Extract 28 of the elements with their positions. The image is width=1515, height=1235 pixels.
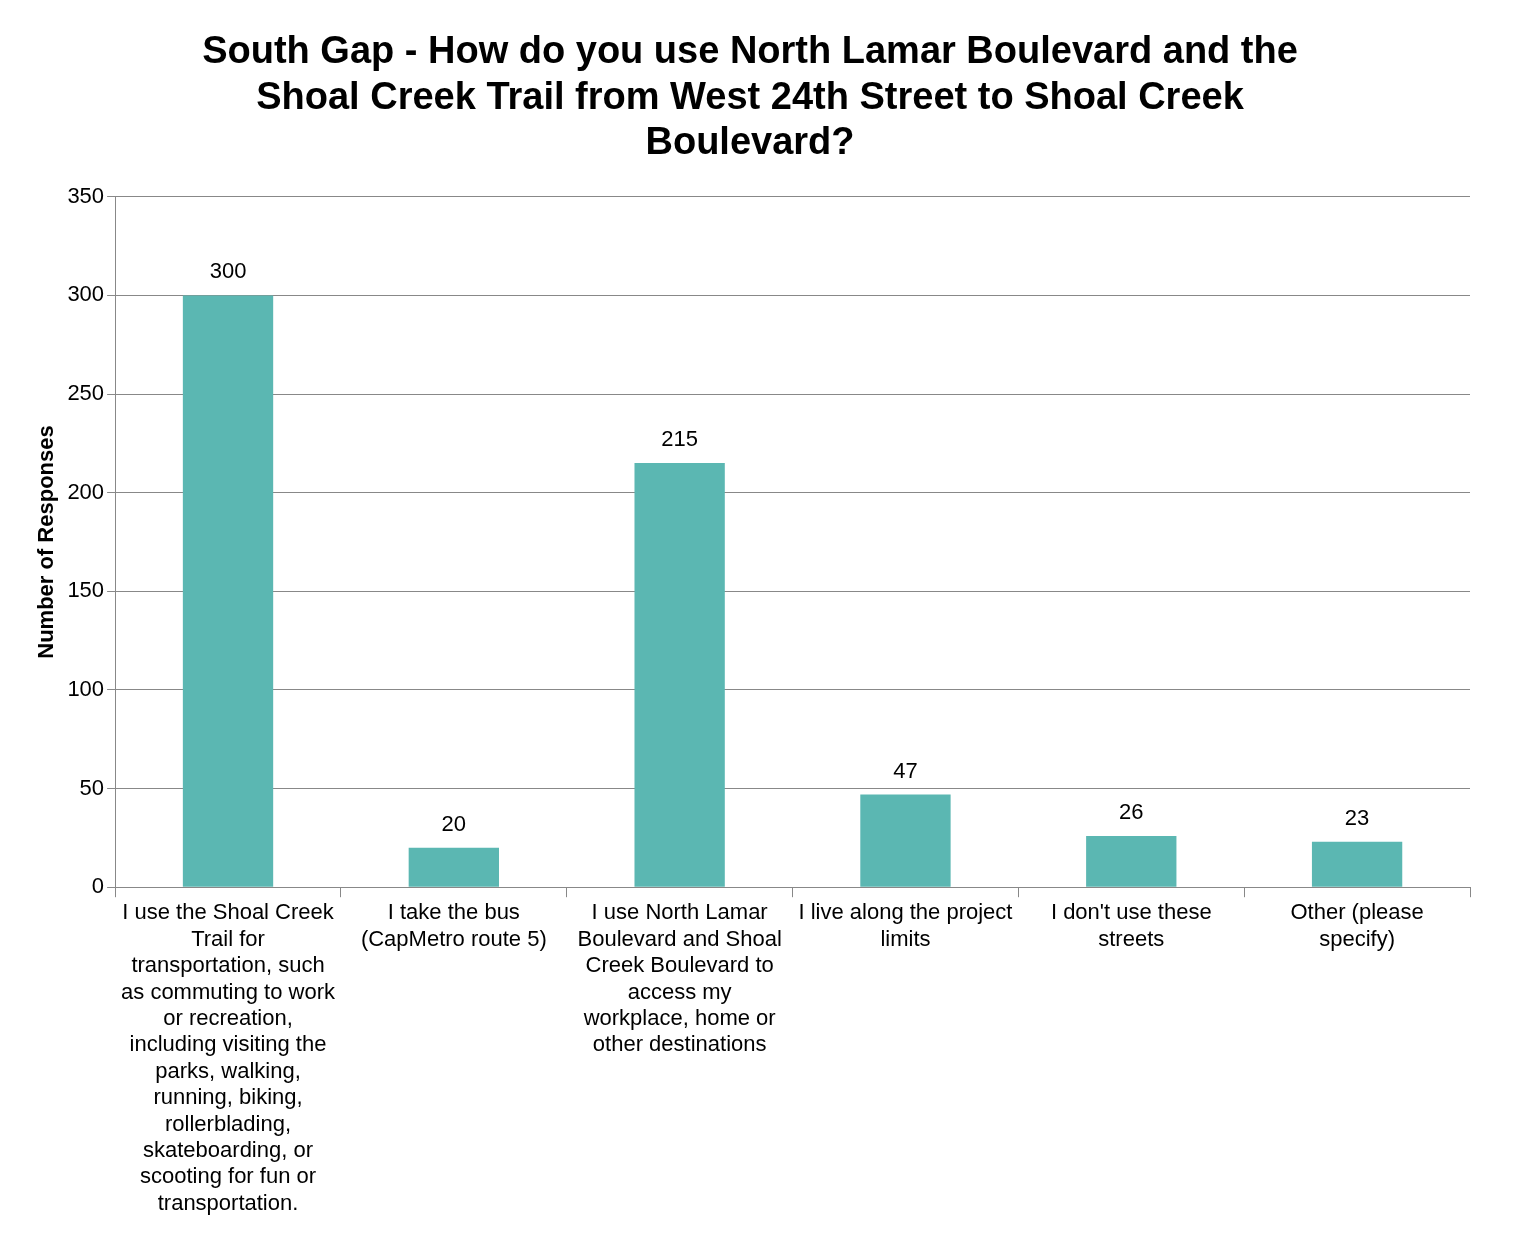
category-label: I use the Shoal Creek Trail for transportation, such as commuting to work or recreation, including visiting the parks, walking, running, biking, rollerblading, skateboarding, or scooting for fun or transportation. [121, 899, 335, 1215]
y-axis-title: Number of Responses [33, 425, 59, 659]
x-tick-label: I live along the project limits [798, 899, 1013, 951]
x-tick-label: I take the bus (CapMetro route 5) [360, 899, 547, 951]
x-tick-label: I use North Lamar Boulevard and Shoal Creek Boulevard to access my workplace, home or other destinations [577, 899, 782, 1057]
bar [860, 794, 951, 887]
y-tick-label: 300 [67, 281, 105, 307]
bar [1311, 841, 1403, 887]
y-tick-label: 50 [79, 774, 105, 800]
y-tick-label: 0 [91, 873, 105, 899]
data-label: 300 [209, 258, 247, 284]
bar [182, 295, 274, 887]
y-tick-label: 100 [67, 676, 105, 702]
x-tick-label: Other (please specify) [1290, 899, 1424, 951]
x-tick-label: I don't use these streets [1050, 899, 1212, 951]
bar [408, 847, 499, 887]
y-tick-label: 350 [67, 182, 105, 208]
data-label: 47 [893, 757, 918, 783]
data-label: 20 [441, 810, 467, 836]
data-label: 23 [1344, 804, 1370, 830]
y-tick-label: 150 [67, 577, 105, 603]
bar [634, 463, 725, 887]
bar [1086, 835, 1177, 887]
data-label: 26 [1119, 798, 1144, 824]
y-tick-label: 200 [67, 478, 105, 504]
y-tick-label: 250 [67, 380, 105, 406]
chart-title: South Gap - How do you use North Lamar Boulevard and the Shoal Creek Trail from West 24th Street to Shoal Creek Boulevard? [202, 29, 1298, 163]
data-label: 215 [661, 426, 698, 452]
